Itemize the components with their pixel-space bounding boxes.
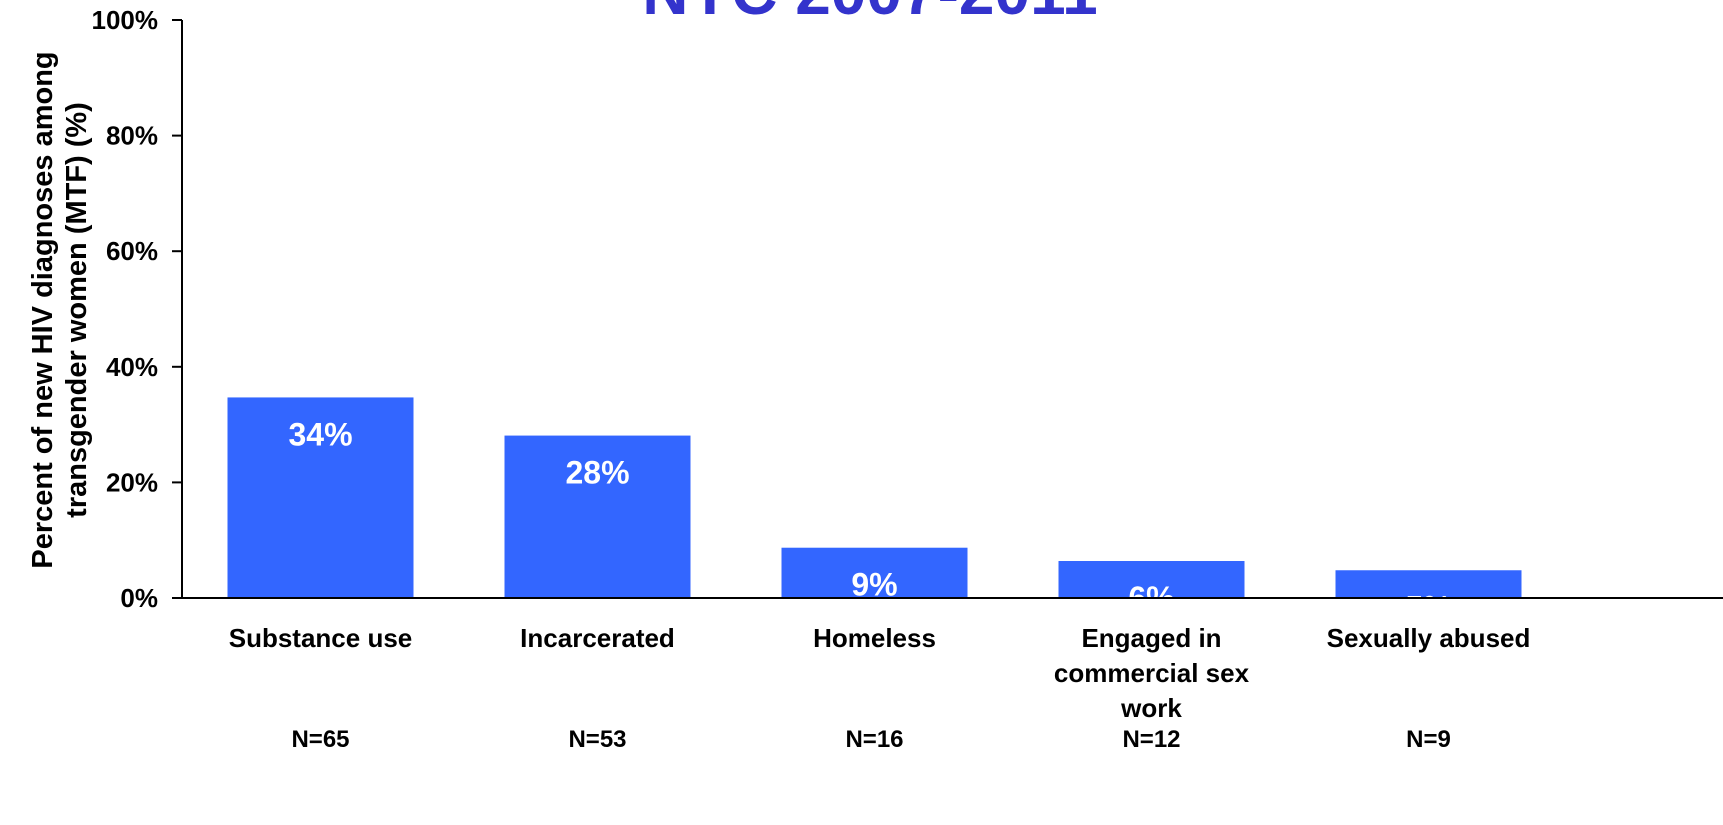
sample-size-label: N=65 <box>291 726 349 753</box>
y-tick-label: 80% <box>106 121 158 151</box>
x-axis: Substance use N=65 Incarcerated N=53 Homeles… <box>172 597 1723 753</box>
y-tick-label: 20% <box>106 467 158 497</box>
y-axis-title: Percent of new HIV diagnoses amongtransg… <box>27 51 93 568</box>
x-category-label-line: Substance use <box>229 623 413 653</box>
bar-value-label: 28% <box>565 455 629 491</box>
y-tick-label: 40% <box>106 352 158 382</box>
sample-size-label: N=12 <box>1122 726 1180 753</box>
sample-size-label: N=9 <box>1406 726 1451 753</box>
y-tick-label: 60% <box>106 236 158 266</box>
bar-value-label: 5% <box>1405 589 1451 625</box>
x-category-label: Engaged in commercial sex work <box>1054 623 1250 723</box>
x-category-label: Homeless <box>813 623 936 653</box>
x-category-label: Substance use <box>229 623 413 653</box>
chart-title: NYC 2007-2011 <box>642 0 1097 28</box>
y-axis: 0% 20% 40% 60% 80% 100% <box>92 5 183 613</box>
bar <box>504 435 691 598</box>
bar <box>1058 561 1245 598</box>
sample-size-label: N=53 <box>568 726 626 753</box>
bar-value-label: 9% <box>851 567 897 603</box>
y-tick-label: 100% <box>92 5 159 35</box>
x-category-label-line: Incarcerated <box>520 623 675 653</box>
x-category-label-line: commercial sex <box>1054 658 1250 688</box>
x-category-label-line: Engaged in <box>1081 623 1221 653</box>
bar-value-label: 34% <box>288 416 352 452</box>
bars: 34%28%9% 6% 5% <box>227 397 1522 625</box>
x-category-label-line: work <box>1120 693 1182 723</box>
y-axis-label: Percent of new HIV diagnoses amongtransg… <box>27 51 93 568</box>
sample-size-label: N=16 <box>845 726 903 753</box>
bar <box>227 397 414 598</box>
bar <box>781 547 968 598</box>
y-axis-title-line: transgender women (MTF) (%) <box>61 102 93 518</box>
x-category-label-line: Homeless <box>813 623 936 653</box>
y-axis-title-line: Percent of new HIV diagnoses among <box>27 51 59 568</box>
x-category-label: Sexually abused <box>1327 623 1531 653</box>
x-category-label-line: Sexually abused <box>1327 623 1531 653</box>
y-tick-label: 0% <box>120 583 158 613</box>
bar <box>1335 570 1522 598</box>
x-category-label: Incarcerated <box>520 623 675 653</box>
